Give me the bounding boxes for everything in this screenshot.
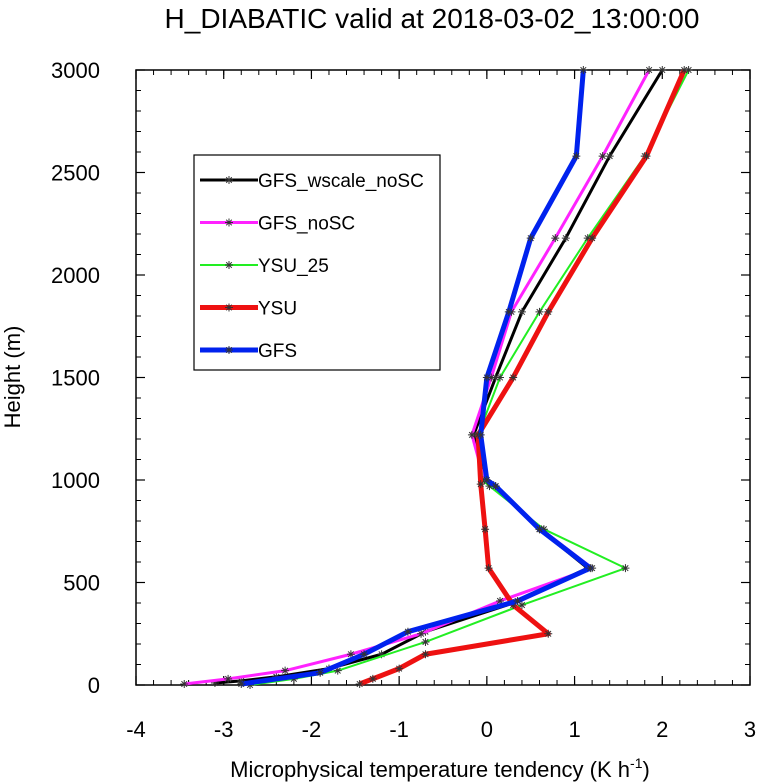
- data-point-ysu-25: [684, 66, 693, 74]
- data-point-gfs-wscale-nosc: [517, 307, 526, 316]
- legend-marker-ysu-25: [225, 261, 233, 269]
- y-tick-label: 1000: [51, 468, 100, 493]
- y-tick-label: 500: [63, 571, 100, 596]
- data-point-gfs: [491, 482, 500, 491]
- data-point-ysu: [484, 564, 493, 573]
- y-tick-label: 3000: [51, 58, 100, 83]
- chart-title: H_DIABATIC valid at 2018-03-02_13:00:00: [165, 3, 700, 34]
- y-tick-labels: 0 500 1000 1500 2000 2500 3000: [51, 58, 100, 698]
- series-layer: [180, 66, 693, 689]
- data-point-gfs-nosc: [180, 679, 189, 688]
- data-point-gfs-wscale-nosc: [377, 650, 386, 659]
- x-tick-labels: -4 -3 -2 -1 0 1 2 3: [126, 717, 756, 742]
- data-point-gfs: [403, 627, 412, 636]
- legend-marker-gfs: [225, 346, 233, 354]
- data-point-gfs-nosc: [467, 430, 476, 439]
- legend: GFS_wscale_noSC GFS_noSC YSU_25 YSU GFS: [193, 154, 441, 371]
- x-tick-label: 3: [744, 717, 756, 742]
- data-point-ysu: [544, 307, 553, 316]
- data-point-ysu: [509, 601, 518, 610]
- data-point-ysu: [481, 525, 490, 534]
- data-point-gfs: [504, 307, 513, 316]
- data-point-ysu: [368, 674, 377, 683]
- data-point-gfs: [572, 152, 581, 161]
- data-point-ysu: [421, 650, 430, 659]
- data-point-ysu-25: [539, 525, 548, 534]
- legend-label-ysu: YSU: [258, 299, 297, 320]
- data-point-gfs-wscale-nosc: [210, 678, 219, 687]
- data-point-ysu-25: [535, 307, 544, 316]
- y-tick-label: 2500: [51, 161, 100, 186]
- x-tick-label: 1: [568, 717, 580, 742]
- x-axis-title-close: ): [642, 757, 649, 782]
- legend-box: [193, 154, 441, 371]
- data-point-gfs: [535, 525, 544, 534]
- axis-ticks: [135, 69, 751, 686]
- data-point-gfs-nosc: [281, 666, 290, 675]
- data-point-gfs: [237, 679, 246, 688]
- legend-marker-gfs-wscale-nosc: [225, 176, 233, 184]
- data-point-ysu-25: [333, 666, 342, 675]
- data-point-ysu: [642, 152, 651, 161]
- data-point-gfs: [526, 234, 535, 243]
- data-point-gfs: [579, 66, 588, 74]
- data-point-gfs-nosc: [645, 66, 654, 74]
- data-point-ysu: [395, 664, 404, 673]
- data-point-ysu-25: [485, 482, 494, 491]
- y-tick-label: 2000: [51, 263, 100, 288]
- data-point-gfs-nosc: [346, 650, 355, 659]
- data-point-ysu: [588, 234, 597, 243]
- data-point-gfs-wscale-nosc: [605, 152, 614, 161]
- x-tick-label: -2: [302, 717, 322, 742]
- legend-label-gfs-nosc: GFS_noSC: [258, 214, 355, 235]
- legend-label-ysu-25: YSU_25: [258, 256, 329, 277]
- data-point-gfs: [482, 373, 491, 382]
- y-tick-label: 0: [88, 673, 100, 698]
- data-point-gfs-nosc: [496, 596, 505, 605]
- data-point-ysu: [544, 629, 553, 638]
- data-point-ysu-25: [621, 564, 630, 573]
- data-point-ysu: [509, 373, 518, 382]
- data-point-gfs-nosc: [224, 674, 233, 683]
- data-point-gfs: [316, 668, 325, 677]
- x-tick-label: 0: [481, 717, 493, 742]
- data-point-ysu-25: [517, 601, 526, 610]
- data-point-gfs: [513, 596, 522, 605]
- x-tick-label: 2: [656, 717, 668, 742]
- data-point-gfs: [476, 430, 485, 439]
- data-point-gfs-wscale-nosc: [491, 373, 500, 382]
- legend-marker-ysu: [225, 303, 233, 312]
- legend-marker-gfs-nosc: [225, 218, 233, 227]
- x-tick-label: -3: [214, 717, 234, 742]
- data-point-ysu: [476, 480, 485, 489]
- data-point-gfs-wscale-nosc: [658, 66, 667, 74]
- data-point-gfs-wscale-nosc: [561, 234, 570, 243]
- x-axis-title: Microphysical temperature tendency (K h-…: [230, 755, 650, 782]
- legend-label-gfs-wscale-nosc: GFS_wscale_noSC: [258, 171, 424, 192]
- data-point-gfs: [586, 564, 595, 573]
- y-tick-label: 1500: [51, 366, 100, 391]
- data-point-ysu-25: [421, 637, 430, 646]
- data-point-gfs: [360, 650, 369, 659]
- x-tick-label: -1: [389, 717, 409, 742]
- x-axis-title-sup: -1: [630, 755, 643, 771]
- y-axis-title: Height (m): [0, 326, 25, 429]
- data-point-ysu-25: [496, 373, 505, 382]
- data-point-gfs-nosc: [417, 629, 426, 638]
- data-point-ysu: [355, 679, 364, 688]
- series-gfs: [237, 66, 595, 688]
- data-point-ysu-25: [583, 234, 592, 243]
- x-tick-label: -4: [126, 717, 146, 742]
- data-point-gfs: [482, 476, 491, 484]
- data-point-ysu: [680, 66, 689, 74]
- x-axis-title-main: Microphysical temperature tendency (K h: [230, 757, 630, 782]
- data-point-gfs-nosc: [598, 152, 607, 161]
- data-point-gfs-nosc: [551, 234, 560, 243]
- legend-label-gfs: GFS: [258, 341, 297, 362]
- data-point-gfs-nosc: [487, 373, 496, 382]
